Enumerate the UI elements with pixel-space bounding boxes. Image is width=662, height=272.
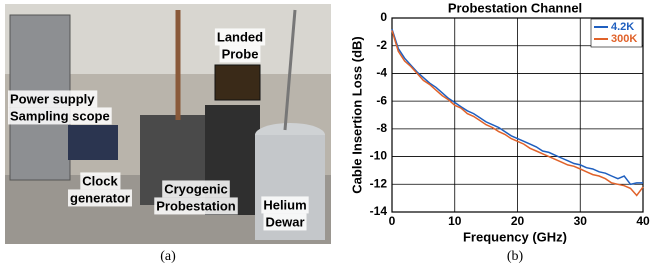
x-tick-label: 30 <box>574 214 588 228</box>
photo-label: Cryogenic <box>164 181 228 196</box>
y-tick-label: -12 <box>370 176 388 190</box>
y-tick-label: -6 <box>376 93 387 107</box>
photo-laptop <box>68 125 118 160</box>
photo-label: Helium <box>263 197 306 212</box>
y-tick-label: -4 <box>376 66 387 80</box>
x-axis-label: Frequency (GHz) <box>463 229 567 244</box>
legend-label: 300K <box>611 33 637 45</box>
y-axis-label: Cable Insertion Loss (dB) <box>349 36 364 193</box>
x-tick-label: 40 <box>636 214 650 228</box>
photo-monitor <box>215 65 260 100</box>
photo-label: Sampling scope <box>10 108 110 123</box>
photo-label: Dewar <box>265 214 304 229</box>
caption: (b) <box>507 249 524 264</box>
figure: Landed Probe Power supply Sampling scope Clo… <box>0 0 662 272</box>
photo-label: Power supply <box>10 91 95 106</box>
y-tick-label: -2 <box>376 38 387 52</box>
x-tick-label: 10 <box>448 214 462 228</box>
y-tick-label: -8 <box>376 121 387 135</box>
photo-label: Probe <box>222 46 259 61</box>
photo-label: Landed <box>217 29 263 44</box>
y-tick-label: -10 <box>370 149 388 163</box>
chart-title: Probestation Channel <box>448 0 582 15</box>
x-tick-label: 0 <box>389 214 396 228</box>
caption: (a) <box>160 249 176 264</box>
legend-label: 4.2K <box>611 21 634 33</box>
y-tick-label: -14 <box>370 204 388 218</box>
photo-label: generator <box>70 190 130 205</box>
photo-label: Clock <box>82 173 118 188</box>
y-tick-label: 0 <box>380 10 387 24</box>
photo-label: Probestation <box>156 198 236 213</box>
x-tick-label: 20 <box>511 214 525 228</box>
